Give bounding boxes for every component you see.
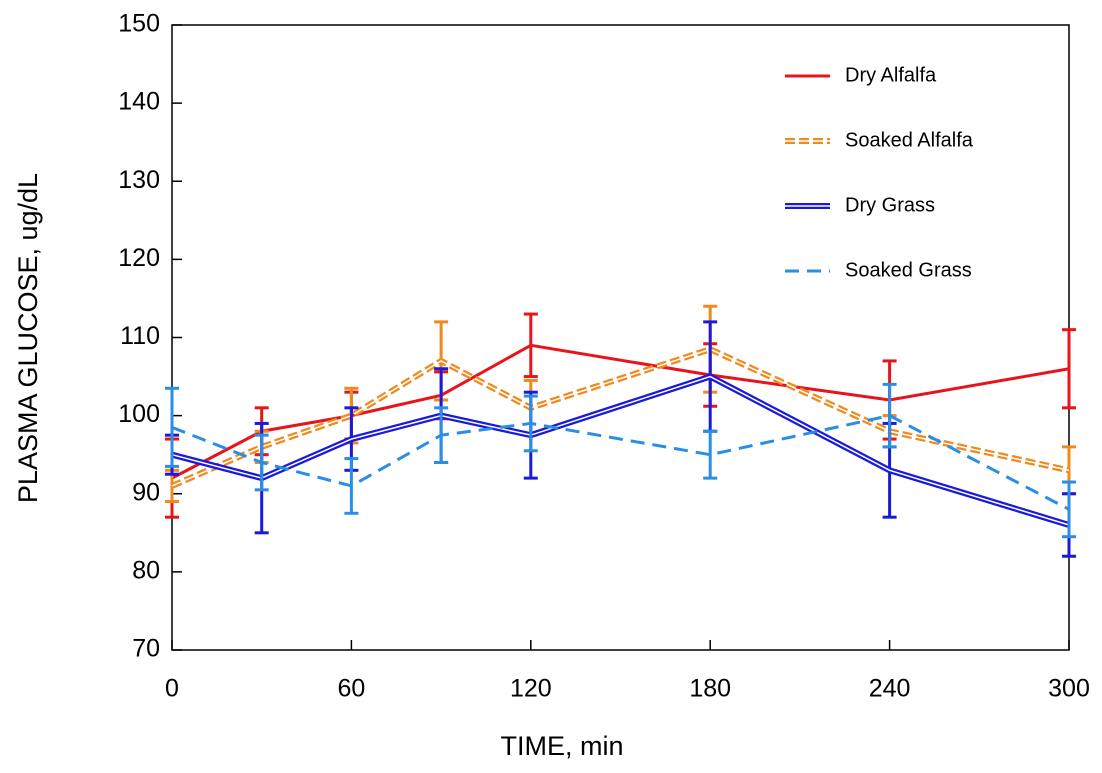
- x-tick-label: 60: [337, 675, 365, 703]
- x-axis-label: TIME, min: [500, 731, 623, 761]
- legend-label: Soaked Alfalfa: [845, 129, 974, 151]
- y-axis-label: PLASMA GLUCOSE, ug/dL: [13, 173, 43, 503]
- y-tick-label: 130: [118, 166, 160, 194]
- y-tick-label: 80: [132, 556, 160, 584]
- y-tick-label: 120: [118, 244, 160, 272]
- legend-label: Dry Grass: [845, 194, 935, 216]
- y-tick-label: 70: [132, 635, 160, 663]
- y-tick-label: 140: [118, 88, 160, 116]
- x-tick-label: 120: [510, 675, 552, 703]
- y-tick-label: 100: [118, 400, 160, 428]
- series-line: [170, 346, 1070, 489]
- x-tick-label: 180: [689, 675, 731, 703]
- series-line: [171, 373, 1070, 528]
- y-tick-label: 110: [120, 322, 160, 350]
- series-line-inner: [171, 348, 1070, 487]
- legend-label: Soaked Grass: [845, 259, 972, 281]
- y-tick-label: 90: [132, 478, 160, 506]
- y-tick-label: 150: [118, 10, 160, 38]
- plot-frame: [171, 24, 1070, 651]
- x-tick-label: 0: [165, 675, 179, 703]
- series-line: [171, 343, 1070, 480]
- series-line: [171, 414, 1070, 511]
- x-tick-label: 300: [1048, 675, 1090, 703]
- series-line-inner: [171, 375, 1070, 526]
- legend-label: Dry Alfalfa: [845, 64, 937, 86]
- x-tick-label: 240: [869, 675, 911, 703]
